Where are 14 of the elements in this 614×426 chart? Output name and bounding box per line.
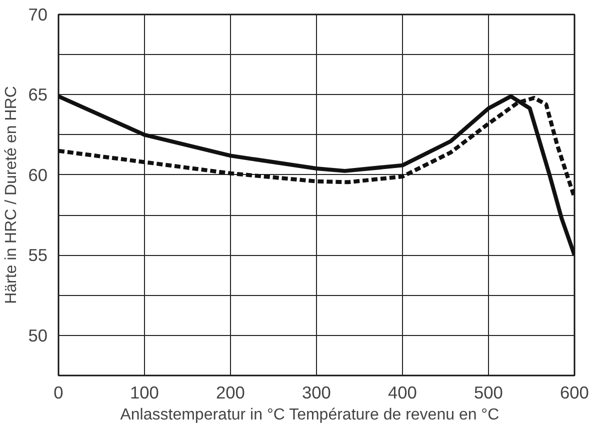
y-tick-label: 60 <box>28 164 48 185</box>
y-tick-label: 55 <box>28 245 48 266</box>
y-tick-label: 70 <box>28 4 48 24</box>
y-axis-title: Härte in HRC / Dureté en HRC <box>3 86 20 304</box>
x-tick-label: 100 <box>130 382 159 402</box>
x-tick-label: 400 <box>388 382 417 402</box>
y-tick-label: 50 <box>28 325 48 346</box>
y-tick-label: 65 <box>28 84 48 105</box>
x-tick-label: 0 <box>54 382 64 402</box>
x-tick-label: 300 <box>302 382 331 402</box>
x-tick-label: 200 <box>216 382 245 402</box>
x-axis-title: Anlasstemperatur in °C Température de revenu en °C <box>120 406 500 424</box>
x-tick-label: 500 <box>474 382 503 402</box>
x-tick-label: 600 <box>560 382 589 402</box>
